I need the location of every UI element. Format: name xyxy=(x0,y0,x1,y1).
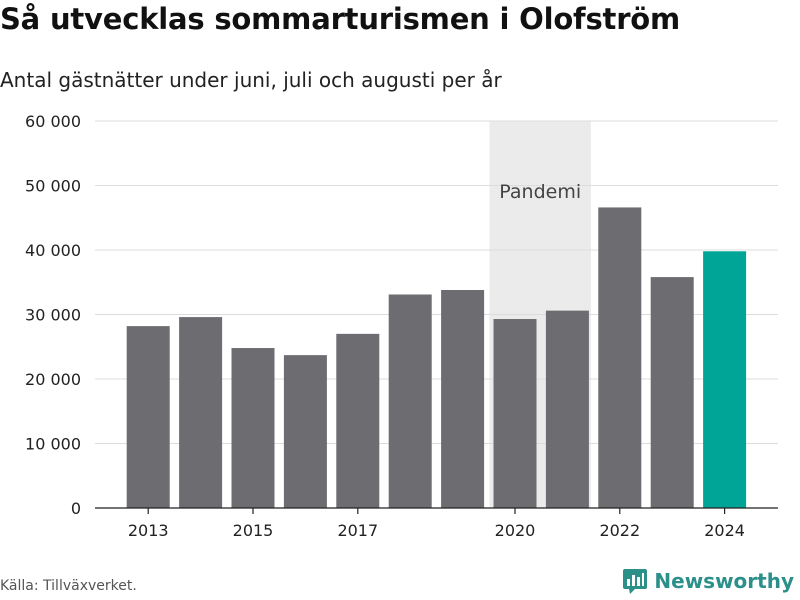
annotation-label: Pandemi xyxy=(499,181,581,203)
bar-2024 xyxy=(703,251,747,509)
brand-name: Newsworthy xyxy=(654,569,794,593)
x-tick-label: 2020 xyxy=(495,521,536,540)
newsworthy-logo-icon xyxy=(623,569,648,594)
bar-chart: 0 10 000 20 000 30 000 40 000 50 000 60 000 Pan… xyxy=(25,112,778,540)
y-tick-label: 10 000 xyxy=(25,435,81,454)
bar-2021 xyxy=(545,310,589,508)
chart-title: Så utvecklas sommarturismen i Olofström xyxy=(0,2,681,36)
brand-logo: Newsworthy xyxy=(622,568,794,594)
bar-2020 xyxy=(493,319,537,508)
bar-2023 xyxy=(650,277,694,508)
x-tick-label: 2024 xyxy=(704,521,745,540)
y-tick-label: 30 000 xyxy=(25,306,81,325)
bar-2022 xyxy=(598,207,642,508)
bar-2015 xyxy=(231,348,275,508)
y-tick-label: 60 000 xyxy=(25,112,81,131)
x-tick-label: 2017 xyxy=(337,521,378,540)
bar-2014 xyxy=(179,317,223,508)
bar-2017 xyxy=(336,333,380,508)
bar-2019 xyxy=(441,289,485,508)
x-tick-label: 2013 xyxy=(128,521,169,540)
source-note: Källa: Tillväxverket. xyxy=(0,578,137,594)
bar-2013 xyxy=(126,326,170,508)
x-tick-label: 2022 xyxy=(599,521,640,540)
y-tick-label: 50 000 xyxy=(25,177,81,196)
chart-subtitle: Antal gästnätter under juni, juli och au… xyxy=(0,68,502,92)
y-tick-label: 0 xyxy=(71,499,81,518)
y-tick-label: 20 000 xyxy=(25,370,81,389)
x-tick-label: 2015 xyxy=(233,521,274,540)
bar-2018 xyxy=(388,294,432,508)
y-tick-label: 40 000 xyxy=(25,241,81,260)
bar-2016 xyxy=(283,355,327,508)
